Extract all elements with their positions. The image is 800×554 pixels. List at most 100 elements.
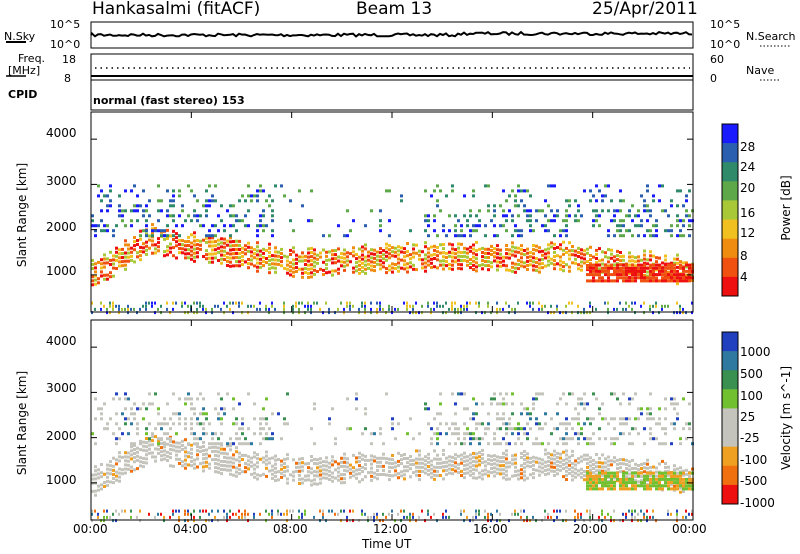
echo-cell <box>172 189 175 193</box>
echo-cell <box>481 402 484 406</box>
echo-cell <box>466 307 468 311</box>
echo-cell <box>496 248 499 252</box>
echo-cell <box>178 397 181 401</box>
echo-cell <box>565 229 568 233</box>
echo-cell <box>127 451 130 455</box>
echo-cell <box>418 249 421 253</box>
echo-cell <box>523 509 525 513</box>
echo-cell <box>382 512 384 516</box>
echo-cell <box>364 458 367 462</box>
echo-cell <box>226 464 229 468</box>
echo-cell <box>91 258 94 262</box>
echo-cell <box>172 219 175 223</box>
echo-cell <box>574 253 577 257</box>
echo-cell <box>106 311 108 315</box>
velocity-cb-tick-m1000: -1000 <box>740 496 775 510</box>
echo-cell <box>136 454 139 458</box>
echo-cell <box>202 204 205 208</box>
echo-cell <box>430 471 433 475</box>
echo-cell <box>232 422 235 426</box>
echo-cell <box>385 473 388 477</box>
echo-cell <box>229 240 232 244</box>
echo-cell <box>244 260 247 264</box>
echo-cell <box>604 269 607 273</box>
echo-cell <box>172 229 175 233</box>
echo-cell <box>358 263 361 267</box>
echo-cell <box>592 417 595 421</box>
echo-cell <box>256 465 259 469</box>
echo-cell <box>508 304 510 308</box>
echo-cell <box>424 402 427 406</box>
echo-cell <box>493 474 496 478</box>
echo-cell <box>373 248 376 252</box>
echo-cell <box>157 199 160 203</box>
echo-cell <box>469 417 472 421</box>
echo-cell <box>532 256 535 260</box>
echo-cell <box>661 442 664 446</box>
echo-cell <box>187 397 190 401</box>
echo-cell <box>232 512 234 516</box>
power-cb-tick-4: 4 <box>740 270 748 284</box>
echo-cell <box>535 460 538 464</box>
echo-cell <box>460 259 463 263</box>
echo-cell <box>256 199 259 203</box>
echo-cell <box>139 460 142 464</box>
echo-cell <box>688 276 691 280</box>
echo-cell <box>505 432 508 436</box>
echo-cell <box>139 250 142 253</box>
echo-cell <box>424 459 427 463</box>
echo-cell <box>232 453 235 457</box>
echo-cell <box>169 250 172 254</box>
echo-cell <box>424 455 427 459</box>
echo-cell <box>112 473 115 476</box>
echo-cell <box>400 509 402 513</box>
echo-cell <box>325 460 328 464</box>
echo-cell <box>241 458 244 461</box>
echo-cell <box>559 437 562 441</box>
echo-cell <box>91 283 94 287</box>
echo-cell <box>427 473 430 477</box>
echo-cell <box>532 301 534 305</box>
echo-cell <box>640 484 643 488</box>
echo-cell <box>514 199 517 203</box>
echo-cell <box>361 249 364 253</box>
echo-cell <box>127 255 130 259</box>
echo-cell <box>238 301 240 305</box>
echo-cell <box>220 447 223 451</box>
echo-cell <box>379 247 382 251</box>
echo-cell <box>529 214 532 218</box>
echo-cell <box>490 471 493 475</box>
echo-cell <box>610 273 613 277</box>
echo-cell <box>622 269 625 273</box>
echo-cell <box>169 246 172 250</box>
echo-cell <box>319 481 322 485</box>
echo-cell <box>592 487 595 491</box>
echo-cell <box>622 263 625 267</box>
echo-cell <box>205 214 208 218</box>
echo-cell <box>112 464 115 468</box>
echo-cell <box>427 224 430 228</box>
echo-cell <box>145 234 148 238</box>
echo-cell <box>499 468 502 472</box>
echo-cell <box>586 470 589 473</box>
echo-cell <box>181 464 184 468</box>
echo-cell <box>427 214 430 218</box>
echo-cell <box>316 458 319 462</box>
echo-cell <box>685 311 687 315</box>
echo-cell <box>631 269 634 273</box>
echo-cell <box>421 457 424 461</box>
echo-cell <box>619 417 622 421</box>
echo-cell <box>676 224 679 228</box>
echo-cell <box>487 458 490 462</box>
echo-cell <box>589 258 592 262</box>
echo-cell <box>679 234 682 238</box>
echo-cell <box>454 465 457 469</box>
echo-cell <box>118 475 121 479</box>
echo-cell <box>244 466 247 470</box>
echo-cell <box>256 261 259 265</box>
echo-cell <box>595 269 598 273</box>
echo-cell <box>640 266 643 270</box>
echo-cell <box>685 199 688 203</box>
echo-cell <box>520 476 523 480</box>
echo-cell <box>400 266 403 270</box>
